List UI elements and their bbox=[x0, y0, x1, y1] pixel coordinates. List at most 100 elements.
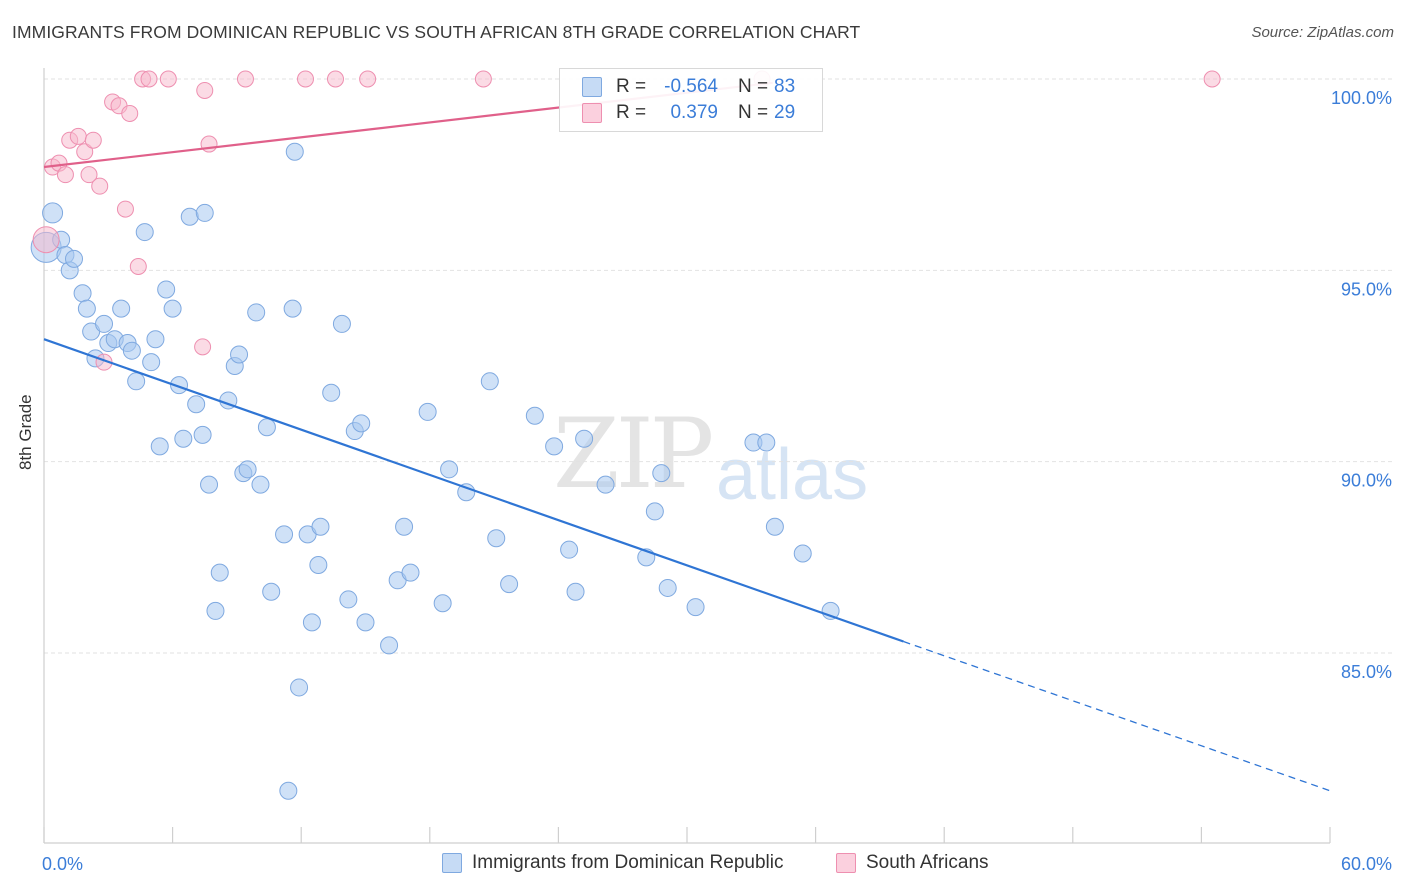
data-point-dominican bbox=[163, 299, 182, 318]
x-tick-label-max: 60.0% bbox=[1341, 854, 1392, 874]
data-point-dominican bbox=[170, 376, 189, 395]
data-point-dominican bbox=[210, 563, 229, 582]
grid-lines bbox=[44, 78, 1392, 654]
data-point-dominican bbox=[262, 582, 281, 601]
trendline-dominican bbox=[43, 338, 904, 643]
legend-label-south-african: South Africans bbox=[866, 852, 989, 873]
data-point-dominican bbox=[187, 395, 206, 414]
legend-swatch-pink bbox=[582, 103, 602, 123]
data-point-dominican bbox=[146, 330, 165, 349]
data-point-dominican bbox=[339, 590, 358, 609]
legend-label-dominican: Immigrants from Dominican Republic bbox=[472, 852, 784, 873]
data-point-south-african bbox=[359, 70, 377, 88]
data-point-south-african bbox=[56, 166, 74, 184]
data-point-dominican bbox=[757, 433, 776, 452]
correlation-legend: R = -0.564 N = 83 R = 0.379 N = 29 bbox=[559, 68, 823, 132]
data-point-dominican bbox=[302, 613, 321, 632]
source-credit: Source: ZipAtlas.com bbox=[1251, 24, 1394, 41]
data-point-dominican bbox=[480, 372, 499, 391]
data-point-dominican bbox=[380, 636, 399, 655]
data-point-dominican bbox=[230, 345, 249, 364]
data-point-dominican bbox=[395, 517, 414, 536]
r-value: -0.564 bbox=[664, 76, 718, 97]
data-point-south-african bbox=[116, 200, 134, 218]
data-point-dominican bbox=[180, 207, 199, 226]
n-label: N = bbox=[738, 102, 769, 123]
data-point-dominican bbox=[332, 314, 351, 333]
data-point-dominican bbox=[545, 437, 564, 456]
data-point-south-african bbox=[194, 338, 212, 356]
data-point-dominican bbox=[112, 299, 131, 318]
y-tick-label: 85.0% bbox=[1341, 662, 1392, 682]
series-legend: Immigrants from Dominican Republic South… bbox=[0, 852, 1406, 878]
data-point-dominican bbox=[457, 483, 476, 502]
data-point-south-african bbox=[76, 143, 94, 161]
y-axis-label: 8th Grade bbox=[16, 394, 35, 470]
y-tick-label: 100.0% bbox=[1331, 88, 1392, 108]
data-point-dominican bbox=[525, 406, 544, 425]
series-south-african-points bbox=[32, 70, 1221, 371]
y-tick-label: 95.0% bbox=[1341, 279, 1392, 299]
data-point-dominican bbox=[645, 502, 664, 521]
n-value: 29 bbox=[774, 102, 796, 123]
data-point-south-african bbox=[121, 104, 139, 122]
data-point-dominican bbox=[283, 299, 302, 318]
watermark-zip: ZIP bbox=[553, 398, 714, 510]
data-point-south-african bbox=[159, 70, 177, 88]
data-point-dominican bbox=[279, 781, 298, 800]
data-point-dominican bbox=[566, 582, 585, 601]
data-point-dominican bbox=[193, 425, 212, 444]
trendline-dominican-projection bbox=[903, 640, 1331, 792]
r-label: R = bbox=[616, 76, 647, 97]
data-point-dominican bbox=[77, 299, 96, 318]
data-point-dominican bbox=[127, 372, 146, 391]
legend-item-south-african: South Africans bbox=[836, 852, 989, 874]
data-point-dominican bbox=[418, 402, 437, 421]
legend-row-dominican: R = -0.564 N = 83 bbox=[582, 75, 795, 99]
data-point-dominican bbox=[275, 525, 294, 544]
data-point-dominican bbox=[596, 475, 615, 494]
data-point-dominican bbox=[356, 613, 375, 632]
data-point-south-african bbox=[32, 226, 60, 254]
data-point-dominican bbox=[142, 353, 161, 372]
data-point-dominican bbox=[238, 460, 257, 479]
data-point-dominican bbox=[765, 517, 784, 536]
data-point-south-african bbox=[196, 81, 214, 99]
data-point-dominican bbox=[150, 437, 169, 456]
data-point-dominican bbox=[500, 575, 519, 594]
data-point-dominican bbox=[311, 517, 330, 536]
data-point-dominican bbox=[560, 540, 579, 559]
chart-title: IMMIGRANTS FROM DOMINICAN REPUBLIC VS SO… bbox=[12, 22, 861, 42]
data-point-south-african bbox=[1203, 70, 1221, 88]
data-point-dominican bbox=[95, 314, 114, 333]
r-value: 0.379 bbox=[670, 102, 718, 123]
data-point-dominican bbox=[652, 464, 671, 483]
axes bbox=[43, 68, 1331, 844]
data-point-dominican bbox=[575, 429, 594, 448]
watermark-atlas: atlas bbox=[716, 435, 869, 515]
data-point-dominican bbox=[135, 223, 154, 242]
trend-lines bbox=[43, 81, 1331, 792]
r-label: R = bbox=[616, 102, 647, 123]
data-point-dominican bbox=[309, 555, 328, 574]
data-point-dominican bbox=[247, 303, 266, 322]
legend-swatch-blue bbox=[442, 853, 462, 873]
data-point-dominican bbox=[157, 280, 176, 299]
n-label: N = bbox=[738, 76, 769, 97]
data-point-dominican bbox=[42, 202, 64, 224]
data-point-dominican bbox=[174, 429, 193, 448]
legend-swatch-pink bbox=[836, 853, 856, 873]
data-point-dominican bbox=[122, 341, 141, 360]
legend-swatch-blue bbox=[582, 77, 602, 97]
data-point-south-african bbox=[474, 70, 492, 88]
data-point-south-african bbox=[84, 131, 102, 149]
data-point-dominican bbox=[401, 563, 420, 582]
data-point-dominican bbox=[73, 284, 92, 303]
data-point-south-african bbox=[236, 70, 254, 88]
data-point-dominican bbox=[285, 142, 304, 161]
data-point-south-african bbox=[296, 70, 314, 88]
data-point-south-african bbox=[129, 258, 147, 276]
data-point-dominican bbox=[686, 598, 705, 617]
data-point-dominican bbox=[195, 203, 214, 222]
